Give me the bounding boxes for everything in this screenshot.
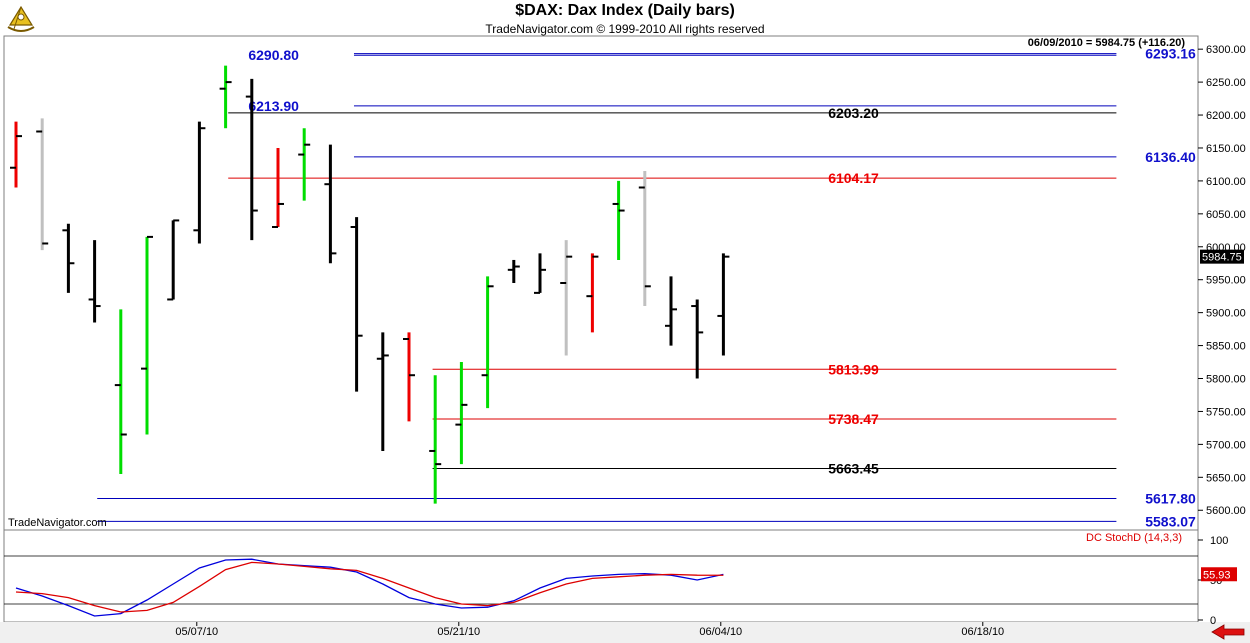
level-label: 5738.47 [828, 411, 879, 427]
price-tick-label: 6100.00 [1206, 176, 1246, 188]
date-axis: 05/07/10 05/21/10 06/04/10 06/18/10 [175, 622, 1004, 638]
level-label: 5663.45 [828, 460, 879, 476]
level-label: 6293.16 [1145, 46, 1196, 62]
ohlc-bar [534, 253, 546, 294]
price-tick-label: 5650.00 [1206, 472, 1246, 484]
last-price-label: 5984.75 [1202, 252, 1242, 264]
price-tick-label: 5700.00 [1206, 439, 1246, 451]
ohlc-bar [717, 253, 730, 356]
date-tick-label: 05/07/10 [175, 626, 218, 638]
date-tick-label: 06/04/10 [699, 626, 742, 638]
level-label: 5617.80 [1145, 491, 1196, 507]
price-tick-label: 6300.00 [1206, 44, 1246, 56]
level-label: 5813.99 [828, 361, 879, 377]
scroll-left-arrow-icon[interactable] [1210, 624, 1246, 640]
price-tick-label: 5950.00 [1206, 275, 1246, 287]
date-axis-band [0, 622, 1250, 643]
level-label: 6203.20 [828, 105, 879, 121]
ohlc-bar [455, 362, 468, 465]
stoch-line [15, 561, 724, 613]
price-tick-label: 6250.00 [1206, 77, 1246, 89]
level-label: 5583.07 [1145, 513, 1196, 529]
osc-title: DC StochD (14,3,3) [1086, 532, 1182, 544]
ohlc-bar [691, 299, 704, 379]
ohlc-bar [62, 223, 75, 293]
date-tick-label: 05/21/10 [437, 626, 480, 638]
plot-border [3, 35, 1199, 623]
price-tick-label: 6150.00 [1206, 143, 1246, 155]
osc-tick-label: 100 [1210, 535, 1228, 547]
level-label: 6290.80 [248, 47, 299, 63]
ohlc-bar [403, 332, 415, 422]
price-tick-label: 5750.00 [1206, 406, 1246, 418]
ohlc-bar [324, 144, 337, 264]
osc-tick-label: 0 [1210, 615, 1216, 627]
price-tick-label: 5800.00 [1206, 374, 1246, 386]
ohlc-bar [376, 332, 389, 451]
date-tick-label: 06/18/10 [961, 626, 1004, 638]
last-price-badge [1200, 249, 1244, 264]
ohlc-bar [507, 259, 520, 283]
stoch-line [15, 558, 724, 617]
chart-title: $DAX: Dax Index (Daily bars) [515, 2, 735, 19]
ohlc-bar [272, 147, 284, 229]
osc-value-badge [1201, 567, 1237, 582]
stochastic-panel: 100500DC StochD (14,3,3)55.93 [4, 532, 1237, 627]
ohlc-bar [429, 375, 442, 504]
ohlc-bar [586, 253, 599, 333]
price-tick-label: 5900.00 [1206, 308, 1246, 320]
price-tick-label: 5850.00 [1206, 341, 1246, 353]
ohlc-bar [350, 217, 363, 392]
ohlc-bar [36, 118, 49, 251]
level-label: 6136.40 [1145, 149, 1196, 165]
ohlc-bar [88, 240, 101, 323]
ohlc-bar [298, 128, 311, 201]
price-tick-label: 6050.00 [1206, 209, 1246, 221]
osc-value-label: 55.93 [1203, 569, 1231, 581]
ohlc-bar [141, 235, 153, 435]
price-tick-label: 5600.00 [1206, 505, 1246, 517]
sextant-logo-icon[interactable] [4, 3, 38, 33]
ohlc-bar [167, 219, 180, 301]
ohlc-bar [665, 276, 677, 346]
watermark-text: TradeNavigator.com [8, 517, 107, 529]
price-readout: 06/09/2010 = 5984.75 (+116.20) [1028, 37, 1186, 49]
ohlc-bars [10, 65, 730, 504]
ohlc-bar [560, 240, 573, 356]
ohlc-bar [638, 171, 651, 307]
chart-overlays: 06/09/2010 = 5984.75 (+116.20) TradeNavig… [8, 37, 1244, 529]
level-label: 6104.17 [828, 170, 879, 186]
chart-subtitle: TradeNavigator.com © 1999-2010 All right… [485, 22, 765, 36]
ohlc-bar [612, 180, 625, 260]
ohlc-bar [10, 121, 22, 188]
ohlc-bar [219, 65, 232, 129]
chart-frame [0, 35, 1250, 643]
support-resistance-levels: 6290.80 6293.16 6213.90 6203.20 6136.40 6104.… [97, 46, 1196, 529]
price-tick-label: 6200.00 [1206, 110, 1246, 122]
price-axis: 6300.00 6250.00 6200.00 6150.00 6100.00 6050.… [1198, 44, 1246, 517]
ohlc-bar [193, 121, 206, 244]
ohlc-bar [114, 309, 127, 475]
ohlc-bar [481, 276, 494, 409]
ohlc-bar [245, 78, 258, 241]
level-label: 6213.90 [248, 98, 299, 114]
